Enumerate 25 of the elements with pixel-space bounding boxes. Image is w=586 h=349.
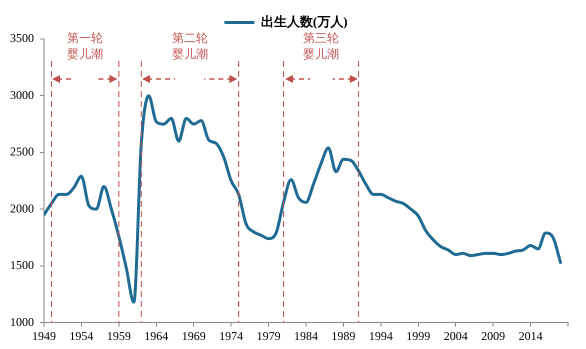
annotation: 第二轮婴儿潮 bbox=[172, 31, 208, 62]
y-tick-label: 2000 bbox=[10, 201, 34, 216]
x-tick-label: 2014 bbox=[518, 328, 543, 343]
x-tick-label: 1949 bbox=[32, 328, 56, 343]
y-tick-label: 1500 bbox=[10, 258, 34, 272]
legend-label: 出生人数(万人) bbox=[260, 14, 348, 29]
x-tick-label: 1999 bbox=[406, 328, 430, 343]
x-tick-label: 1964 bbox=[144, 328, 168, 343]
x-tick-label: 1979 bbox=[256, 328, 281, 343]
y-tick-label: 3500 bbox=[10, 31, 34, 46]
x-tick-label: 1989 bbox=[331, 328, 356, 343]
y-tick-label: 2500 bbox=[10, 144, 34, 159]
x-tick-label: 1959 bbox=[106, 328, 131, 343]
line-series bbox=[44, 94, 562, 304]
x-tick-label: 2009 bbox=[481, 328, 506, 343]
annotation: 第三轮婴儿潮 bbox=[302, 31, 339, 62]
x-tick-label: 1994 bbox=[368, 328, 393, 343]
y-tick-label: 3000 bbox=[10, 88, 34, 102]
annotation: 第一轮婴儿潮 bbox=[67, 31, 104, 62]
x-tick-label: 1954 bbox=[69, 328, 94, 343]
x-tick-label: 1969 bbox=[182, 328, 206, 343]
x-tick-label: 1974 bbox=[219, 328, 244, 343]
x-tick-label: 1984 bbox=[294, 328, 318, 343]
x-tick-label: 2004 bbox=[444, 328, 468, 343]
y-tick-label: 1000 bbox=[10, 314, 34, 329]
